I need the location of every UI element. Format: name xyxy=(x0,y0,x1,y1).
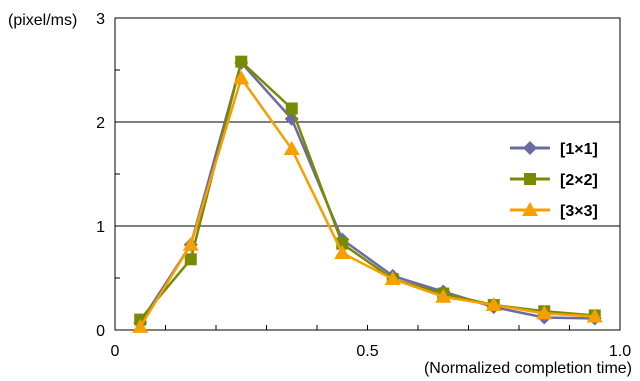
y-tick-label: 1 xyxy=(96,219,105,236)
x-axis-label: (Normalized completion time) xyxy=(424,360,632,377)
legend-item-2: [2×2] xyxy=(510,172,598,189)
legend-swatch-marker xyxy=(523,141,537,155)
data-point xyxy=(132,318,149,333)
series-line xyxy=(139,77,595,328)
legend-label: [1×1] xyxy=(560,141,598,158)
data-point xyxy=(233,70,250,85)
legend-label: [2×2] xyxy=(560,172,598,189)
series-1 xyxy=(133,55,602,330)
y-tick-label: 3 xyxy=(96,11,105,28)
data-point xyxy=(182,236,199,251)
data-point xyxy=(586,308,603,323)
legend-swatch-marker xyxy=(522,202,538,216)
x-tick-label: 0 xyxy=(111,343,120,360)
y-axis-label: (pixel/ms) xyxy=(8,12,77,29)
legend: [1×1] [2×2] [3×3] xyxy=(510,141,598,220)
series xyxy=(132,55,603,333)
x-tick-label: 1.0 xyxy=(609,343,631,360)
data-point xyxy=(283,141,300,156)
legend-item-1: [1×1] xyxy=(510,141,598,158)
series-line xyxy=(139,61,595,324)
axes xyxy=(114,17,621,331)
x-tick-label: 0.5 xyxy=(356,343,378,360)
data-point xyxy=(184,253,197,266)
data-point xyxy=(435,288,452,303)
data-point xyxy=(384,271,401,286)
tick-labels: 0 1 2 3 0 0.5 1.0 xyxy=(96,11,631,360)
data-point xyxy=(235,55,248,68)
legend-item-3: [3×3] xyxy=(510,202,598,220)
y-tick-label: 2 xyxy=(96,115,105,132)
legend-swatch-marker xyxy=(524,173,536,185)
data-point xyxy=(285,102,298,115)
y-tick-label: 0 xyxy=(96,323,105,340)
series-2 xyxy=(134,55,601,326)
series-3 xyxy=(132,70,603,333)
data-point xyxy=(536,305,553,320)
data-point xyxy=(485,297,502,312)
legend-label: [3×3] xyxy=(560,203,598,220)
plot-frame xyxy=(114,17,621,331)
data-point xyxy=(334,245,351,260)
